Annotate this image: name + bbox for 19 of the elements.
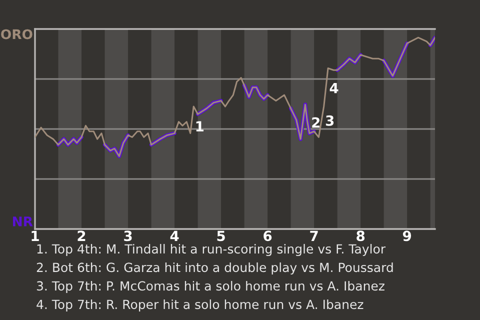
text: NR bbox=[13, 216, 33, 226]
annotation: 4 bbox=[330, 82, 338, 94]
x-tick-label: 5 bbox=[217, 230, 225, 242]
text: 1. Top 4th: M. Tindall hit a run-scoring single vs F. Taylor bbox=[37, 244, 386, 256]
x-tick-label: 9 bbox=[402, 230, 412, 242]
annotation: 3 bbox=[326, 115, 334, 126]
text: ORO bbox=[1, 29, 32, 40]
x-tick-label: 6 bbox=[264, 230, 272, 242]
text: 3. Top 7th: P. McComas hit a solo home run vs A. Ibanez bbox=[36, 280, 384, 294]
annotation: 2 bbox=[312, 117, 320, 128]
text: 4. Top 7th: R. Roper hit a solo home run vs A. Ibanez bbox=[36, 299, 364, 312]
x-tick-label: 4 bbox=[170, 230, 179, 241]
annotation: 1 bbox=[196, 121, 204, 132]
x-tick-label: 7 bbox=[310, 230, 318, 241]
text: 2. Bot 6th: G. Garza hit into a double play vs M. Poussard bbox=[36, 262, 393, 275]
x-tick-label: 8 bbox=[356, 230, 365, 242]
x-tick-label: 2 bbox=[78, 230, 86, 241]
x-tick-label: 1 bbox=[32, 230, 39, 241]
x-tick-label: 3 bbox=[124, 230, 132, 242]
